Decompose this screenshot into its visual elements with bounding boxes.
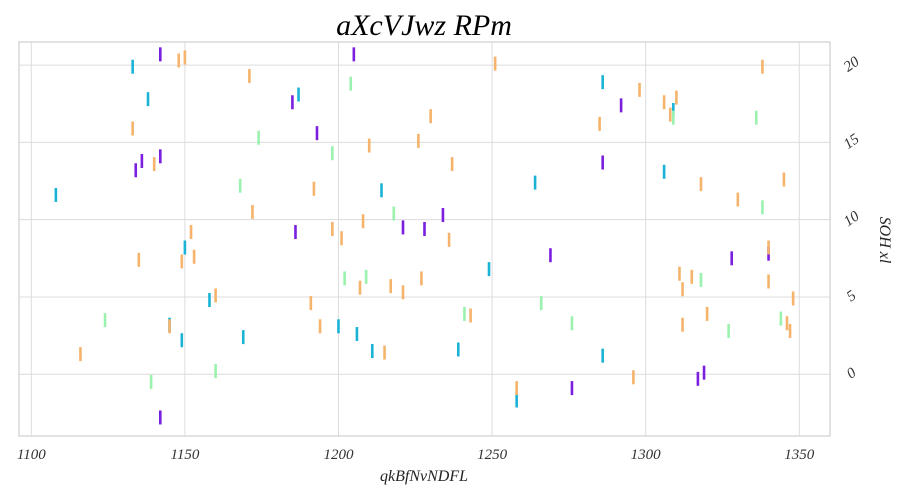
x-axis-label: qkBfNvNDFL <box>380 468 468 485</box>
y-tick-label: 5 <box>844 287 860 305</box>
x-tick-label: 1250 <box>477 447 508 463</box>
y-axis-label: SOH xl <box>876 217 893 264</box>
x-tick-label: 1200 <box>323 447 354 463</box>
y-tick-label: 0 <box>844 365 860 383</box>
chart-title: aXcVJwz RPm <box>336 9 512 42</box>
x-tick-labels: 1100 1150 1200 1250 1300 1350 <box>17 447 815 463</box>
y-tick-label: 15 <box>841 131 863 153</box>
x-tick-label: 1350 <box>784 447 815 463</box>
x-tick-label: 1300 <box>631 447 662 463</box>
data-marks <box>54 47 795 425</box>
grid-lines <box>19 42 830 436</box>
x-tick-label: 1100 <box>17 447 46 463</box>
y-tick-labels: 0 5 10 15 20 <box>841 54 863 383</box>
y-tick-label: 20 <box>841 54 863 76</box>
plot-frame <box>18 41 831 437</box>
y-tick-label: 10 <box>841 208 863 230</box>
x-tick-label: 1150 <box>170 447 199 463</box>
